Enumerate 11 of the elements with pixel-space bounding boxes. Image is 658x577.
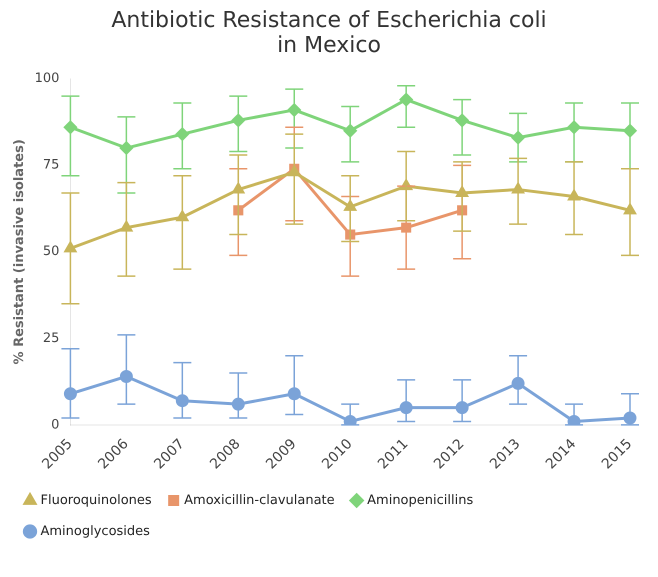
legend-label: Fluoroquinolones: [40, 492, 152, 508]
chart-title: Antibiotic Resistance of Escherichia coli in Mexico: [110, 8, 548, 58]
y-tick-label: 50: [42, 244, 60, 260]
y-tick-label: 25: [42, 330, 60, 346]
y-tick-label: 75: [42, 158, 60, 173]
legend-label: Amoxicillin-clavulanate: [184, 492, 335, 508]
y-tick-label: 100: [34, 71, 60, 86]
y-tick-label: 0: [51, 417, 60, 432]
legend-label: Aminopenicillins: [367, 492, 474, 508]
y-axis-title: % Resistant (invasive isolates): [12, 139, 28, 364]
legend-label: Aminoglycosides: [40, 524, 150, 539]
